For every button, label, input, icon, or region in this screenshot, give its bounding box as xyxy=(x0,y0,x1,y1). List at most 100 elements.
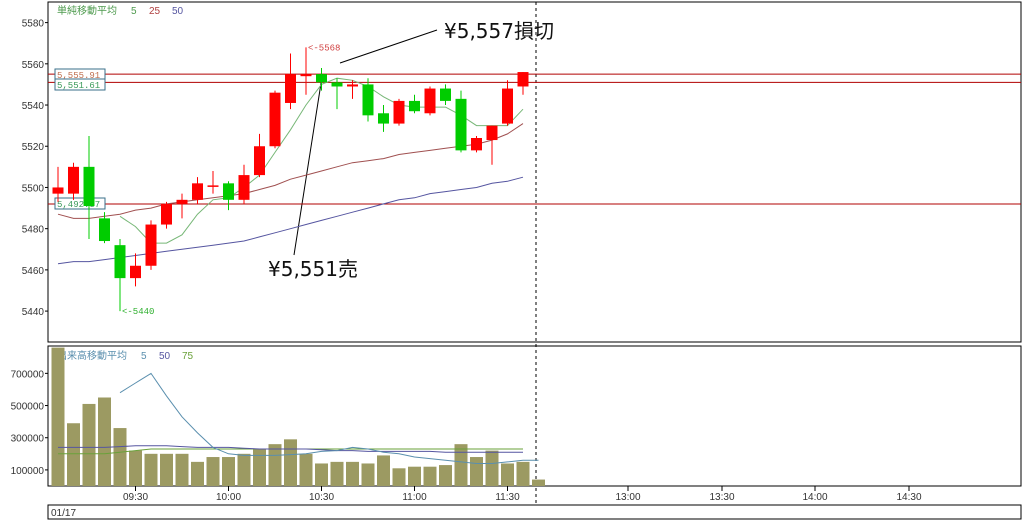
price-panel-frame xyxy=(47,1,1022,343)
volume-bar xyxy=(439,465,452,486)
candle-body xyxy=(269,92,281,147)
time-tick-label: 10:00 xyxy=(216,492,241,503)
candle-body xyxy=(238,175,250,200)
volume-bar xyxy=(191,461,204,486)
volume-bar xyxy=(423,466,437,486)
candle-body xyxy=(176,199,188,204)
time-tick-label: 13:00 xyxy=(615,492,640,503)
volume-bar xyxy=(82,403,96,486)
candle-body xyxy=(207,185,219,187)
sell-annotation: ¥5,551売 xyxy=(268,257,358,281)
candle-body xyxy=(409,100,420,112)
volume-bar xyxy=(501,463,514,486)
candle-body xyxy=(68,166,79,194)
price-tick-label: 5580 xyxy=(22,19,45,30)
volume-bar xyxy=(361,463,375,486)
price-legend-50: 50 xyxy=(172,6,184,17)
volume-bar xyxy=(330,461,344,486)
candle-body xyxy=(254,146,265,176)
date-label: 01/17 xyxy=(51,508,76,519)
volume-bar xyxy=(98,397,111,486)
volume-bar xyxy=(346,461,359,486)
candle-body xyxy=(347,84,358,87)
time-tick-label: 10:30 xyxy=(309,492,334,503)
stop-loss-leader xyxy=(339,29,438,64)
volume-legend-75: 75 xyxy=(182,351,194,362)
volume-bar xyxy=(67,423,80,486)
volume-bar xyxy=(206,457,220,486)
price-tick-label: 5520 xyxy=(22,142,45,153)
candle-body xyxy=(517,72,529,87)
volume-legend-5: 5 xyxy=(141,351,147,362)
sma50-line xyxy=(57,176,524,265)
candle-body xyxy=(393,100,405,124)
candle-body xyxy=(192,183,203,200)
volume-bar xyxy=(408,466,421,486)
volume-bar xyxy=(51,347,65,486)
candle-body xyxy=(502,88,513,124)
volume-bar xyxy=(377,455,390,486)
volume-tick-label: 100000 xyxy=(11,466,45,477)
candle-body xyxy=(145,224,157,266)
volume-layer xyxy=(51,347,545,486)
sell-leader xyxy=(293,76,323,256)
candle-body xyxy=(440,88,451,101)
price-legend-5: 5 xyxy=(131,6,137,17)
volume-bar xyxy=(160,453,173,486)
candle-body xyxy=(486,125,498,141)
volume-tick-label: 300000 xyxy=(11,434,45,445)
price-tag-box xyxy=(54,197,106,210)
volume-bar xyxy=(175,453,189,486)
volume-bar xyxy=(237,453,251,486)
volume-ma5-line xyxy=(119,372,539,464)
volume-bar xyxy=(268,444,282,486)
time-tick-label: 13:30 xyxy=(709,492,734,503)
time-tick-label: 14:30 xyxy=(896,492,921,503)
volume-bar xyxy=(315,463,328,486)
price-legend-25: 25 xyxy=(149,6,161,17)
candle-body xyxy=(471,138,482,151)
candle-body xyxy=(285,74,296,103)
sma25-line xyxy=(57,123,524,219)
candle-body xyxy=(130,265,141,279)
volume-legend-title: 出来高移動平均 xyxy=(57,349,127,362)
volume-bar xyxy=(284,439,297,486)
volume-tick-label: 700000 xyxy=(11,369,45,380)
volume-bar xyxy=(516,461,530,486)
price-tick-label: 5560 xyxy=(22,60,45,71)
candle-body xyxy=(83,166,95,206)
candle-body xyxy=(161,203,172,225)
candle-body xyxy=(223,183,234,200)
candle-body xyxy=(424,88,436,114)
volume-bar xyxy=(222,457,235,486)
candle-body xyxy=(316,74,327,83)
price-tick-label: 5540 xyxy=(22,101,45,112)
price-tick-label: 5440 xyxy=(22,307,45,318)
stop-loss-annotation: ¥5,557損切 xyxy=(444,19,554,43)
candle-body xyxy=(331,82,343,87)
max-price-label: <-5568 xyxy=(308,43,340,53)
price-tag-box xyxy=(54,78,106,91)
time-tick-label: 14:00 xyxy=(802,492,827,503)
candle-body xyxy=(362,84,374,116)
axis-layer: 5440 5460 5480 5500 5520 5540 5560 5580 100000 30… xyxy=(11,19,922,503)
volume-bar xyxy=(113,428,127,486)
time-tick-label: 11:30 xyxy=(495,492,520,503)
volume-bar xyxy=(253,448,266,486)
volume-bar xyxy=(129,450,142,486)
price-legend-title: 単純移動平均 xyxy=(57,4,117,17)
volume-bar xyxy=(392,468,406,486)
candle-body xyxy=(378,113,389,124)
volume-tick-label: 500000 xyxy=(11,402,45,413)
price-tick-label: 5480 xyxy=(22,225,45,236)
volume-bar xyxy=(144,453,158,486)
candle-body xyxy=(114,245,126,279)
price-tag-label: 5,555.91 xyxy=(57,71,100,81)
min-price-label: <-5440 xyxy=(122,307,154,317)
price-tag-label: 5,551.61 xyxy=(57,81,100,91)
time-tick-label: 11:00 xyxy=(402,492,427,503)
price-tick-label: 5460 xyxy=(22,266,45,277)
candle-body xyxy=(52,187,64,194)
